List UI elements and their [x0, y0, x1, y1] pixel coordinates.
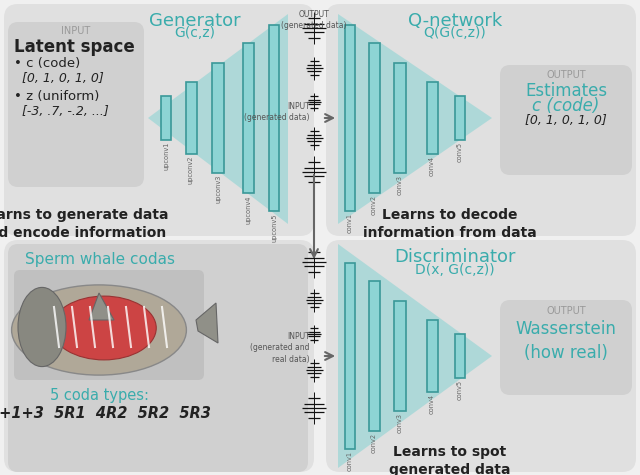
Bar [269, 25, 279, 211]
Text: [0, 1, 0, 1, 0]: [0, 1, 0, 1, 0] [22, 72, 104, 85]
FancyBboxPatch shape [8, 22, 144, 187]
Text: 5 coda types:: 5 coda types: [51, 388, 150, 403]
Text: Wasserstein
(how real): Wasserstein (how real) [516, 320, 616, 361]
Text: conv3: conv3 [397, 413, 403, 433]
Ellipse shape [12, 285, 186, 375]
Text: conv3: conv3 [397, 175, 403, 195]
Text: upconv3: upconv3 [215, 175, 221, 203]
Polygon shape [338, 244, 492, 468]
Ellipse shape [52, 296, 156, 360]
Bar [426, 82, 438, 154]
Text: conv5: conv5 [457, 142, 463, 162]
Text: Q-network: Q-network [408, 12, 502, 30]
Bar [455, 334, 465, 378]
Text: INPUT
(generated and
real data): INPUT (generated and real data) [250, 332, 310, 363]
FancyBboxPatch shape [8, 244, 308, 472]
Text: upconv4: upconv4 [245, 195, 251, 224]
Text: 1+1+3  5R1  4R2  5R2  5R3: 1+1+3 5R1 4R2 5R2 5R3 [0, 406, 211, 421]
Text: conv4: conv4 [429, 394, 435, 414]
FancyBboxPatch shape [326, 240, 636, 472]
FancyBboxPatch shape [326, 4, 636, 236]
Text: INPUT
(generated data): INPUT (generated data) [244, 102, 310, 122]
Text: D(x, G(c,z)): D(x, G(c,z)) [415, 263, 495, 277]
Text: conv2: conv2 [371, 433, 377, 453]
Polygon shape [89, 293, 114, 320]
Text: Generator: Generator [149, 12, 241, 30]
Text: [-3, .7, -.2, ...]: [-3, .7, -.2, ...] [22, 105, 109, 118]
Polygon shape [196, 303, 218, 343]
Text: conv5: conv5 [457, 380, 463, 400]
Bar [243, 43, 253, 193]
Text: G(c,z): G(c,z) [175, 26, 216, 40]
Text: OUTPUT
(generated data): OUTPUT (generated data) [281, 10, 347, 30]
Text: upconv1: upconv1 [163, 142, 169, 171]
FancyBboxPatch shape [500, 65, 632, 175]
Text: conv1: conv1 [347, 451, 353, 471]
Text: Learns to decode
information from data: Learns to decode information from data [363, 208, 537, 240]
Text: upconv2: upconv2 [188, 156, 194, 184]
Polygon shape [338, 14, 492, 224]
Bar [455, 96, 465, 140]
FancyBboxPatch shape [4, 240, 314, 472]
Text: Sperm whale codas: Sperm whale codas [25, 252, 175, 267]
FancyBboxPatch shape [14, 270, 204, 380]
FancyBboxPatch shape [500, 300, 632, 395]
Bar [394, 301, 406, 411]
Text: Learns to spot
generated data: Learns to spot generated data [389, 445, 511, 475]
Ellipse shape [18, 287, 66, 367]
Text: Latent space: Latent space [14, 38, 135, 56]
Bar [369, 281, 380, 431]
Bar [161, 96, 171, 140]
Bar [369, 43, 380, 193]
Text: Q(G(c,z)): Q(G(c,z)) [424, 26, 486, 40]
Text: conv2: conv2 [371, 195, 377, 215]
Bar [345, 25, 355, 211]
FancyBboxPatch shape [4, 4, 314, 236]
Text: upconv5: upconv5 [271, 213, 277, 241]
Text: conv1: conv1 [347, 213, 353, 233]
Text: conv4: conv4 [429, 156, 435, 176]
Bar [212, 63, 224, 173]
Text: • c (code): • c (code) [14, 57, 80, 70]
Text: OUTPUT: OUTPUT [546, 306, 586, 316]
Bar [186, 82, 196, 154]
Text: Estimates: Estimates [525, 82, 607, 100]
Bar [394, 63, 406, 173]
Text: [0, 1, 0, 1, 0]: [0, 1, 0, 1, 0] [525, 114, 607, 127]
Text: INPUT: INPUT [61, 26, 91, 36]
Polygon shape [148, 14, 288, 224]
Bar [345, 263, 355, 449]
Text: • z (uniform): • z (uniform) [14, 90, 99, 103]
Text: c (code): c (code) [532, 97, 600, 115]
Text: Discriminator: Discriminator [394, 248, 516, 266]
Bar [426, 320, 438, 392]
Text: Learns to generate data
and encode information: Learns to generate data and encode infor… [0, 208, 168, 240]
Text: OUTPUT: OUTPUT [546, 70, 586, 80]
